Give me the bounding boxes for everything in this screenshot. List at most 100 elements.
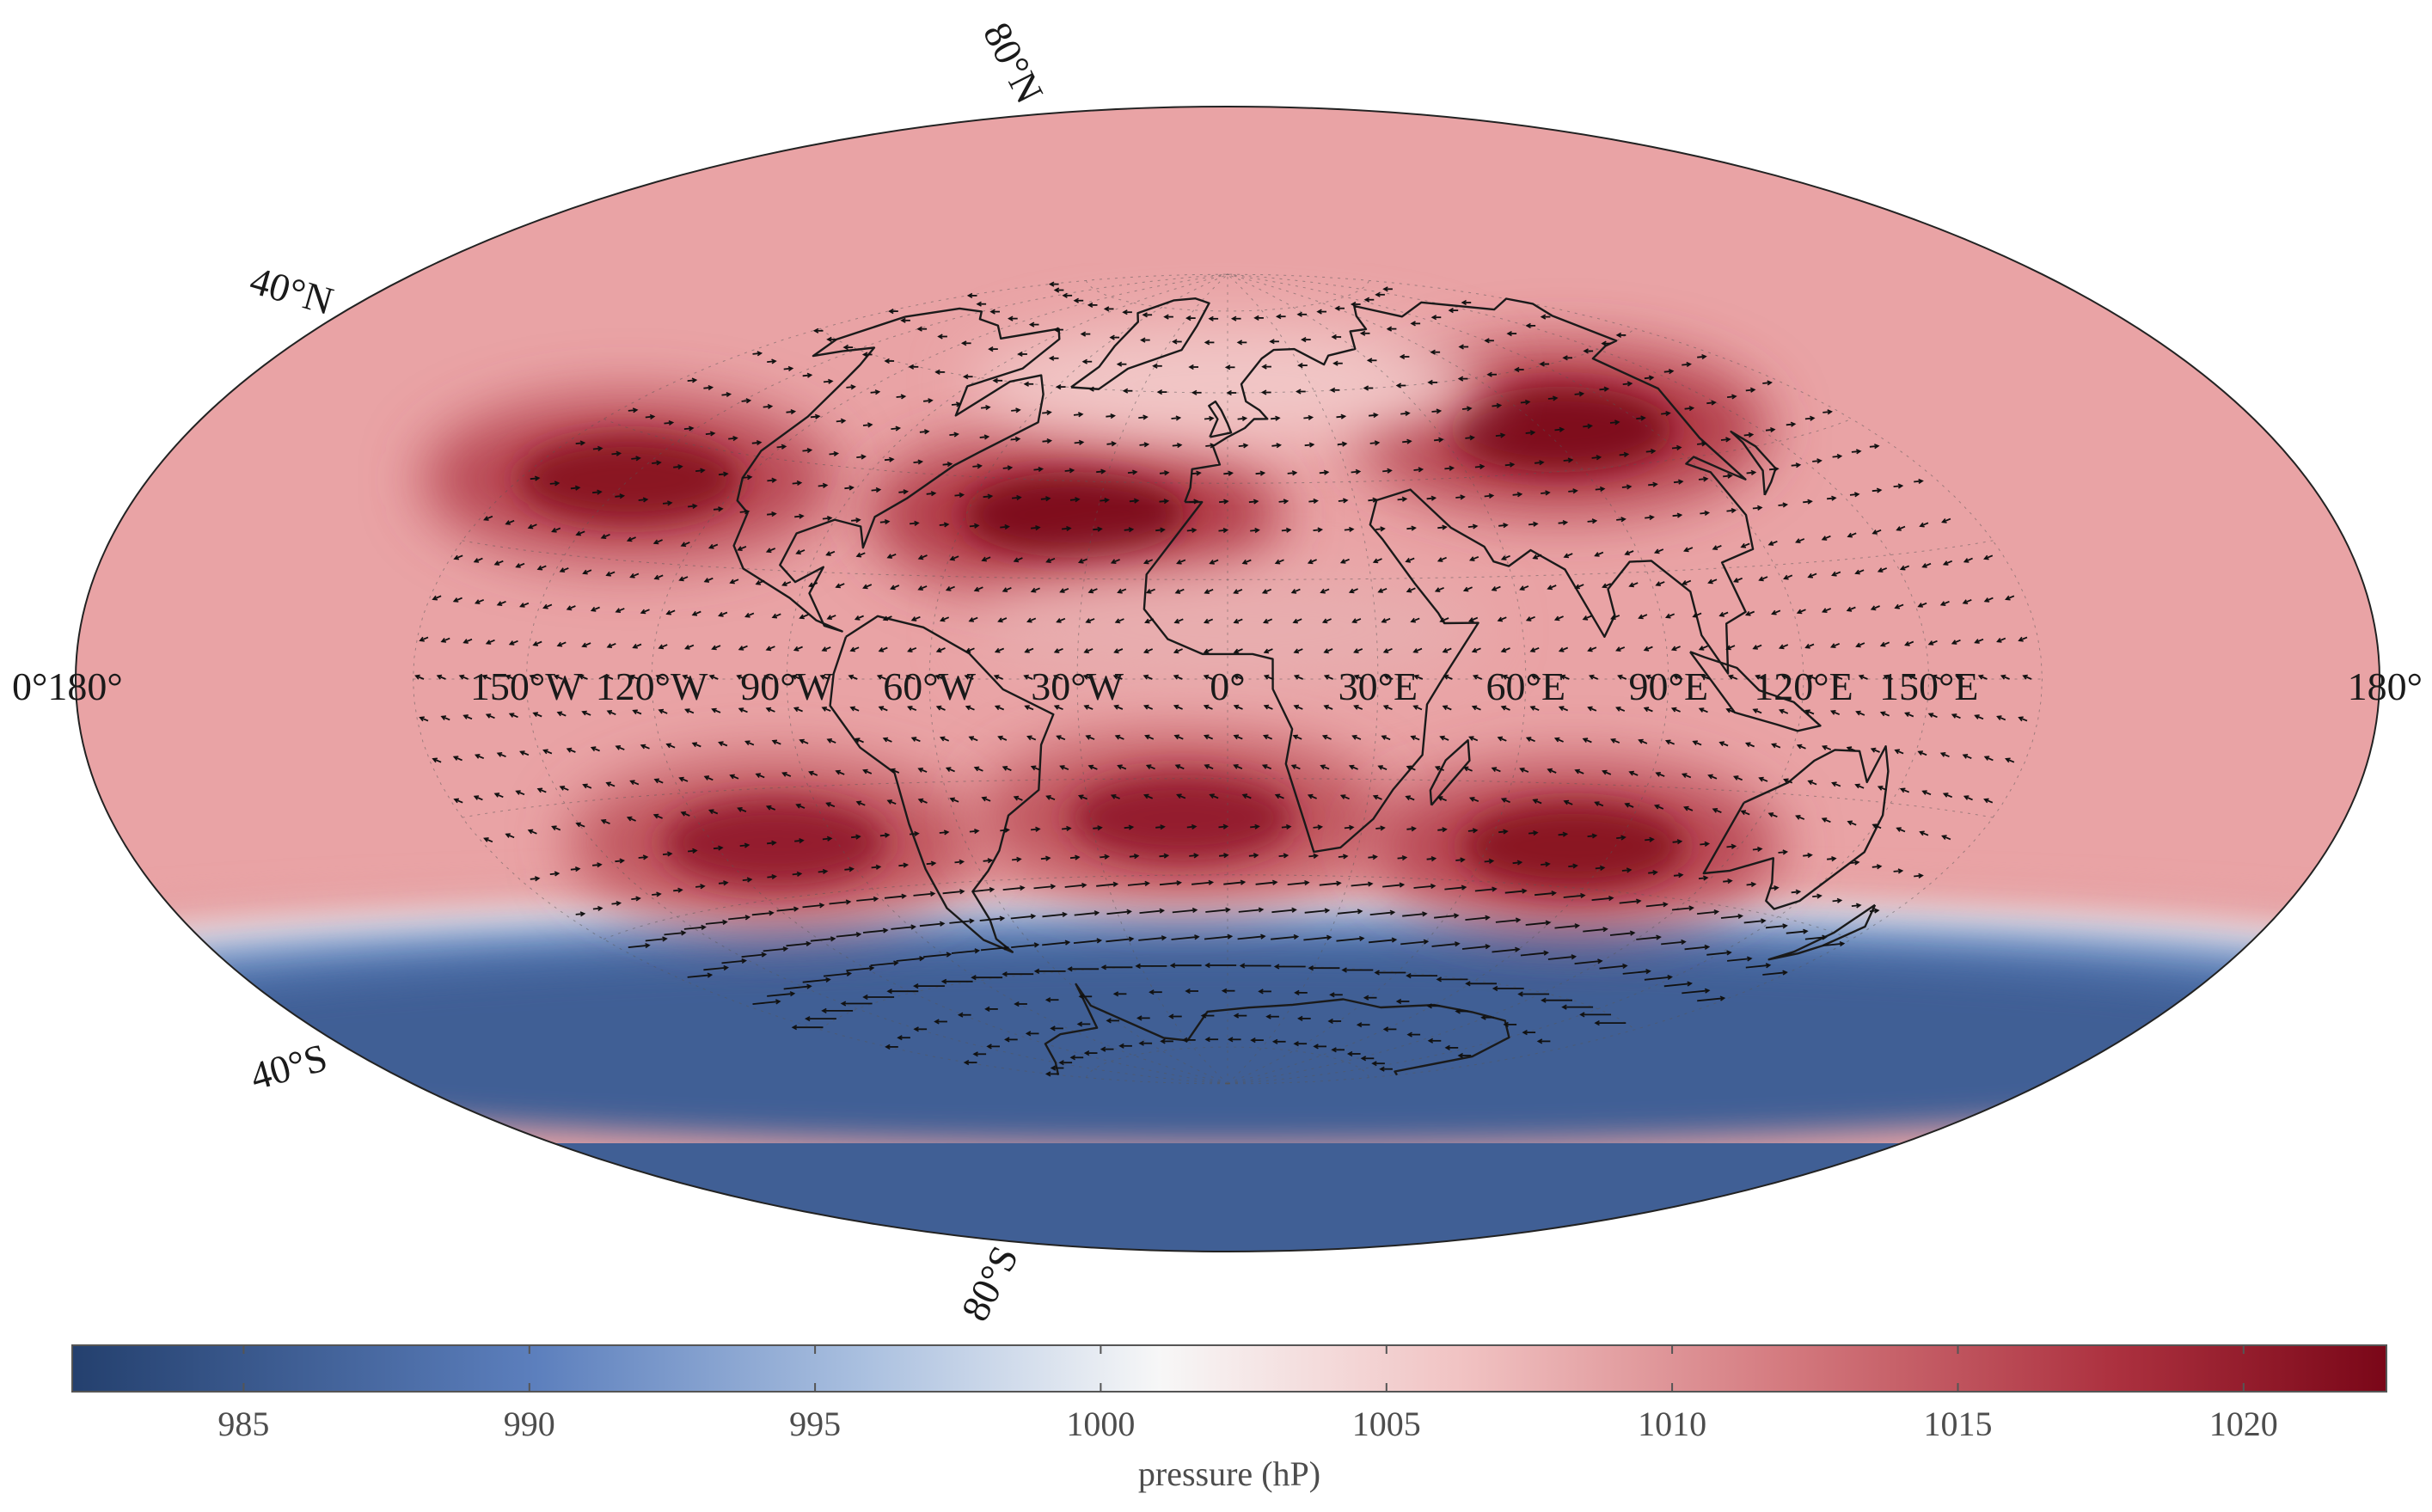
- wind-arrow-head: [738, 707, 744, 713]
- wind-arrow: [1106, 910, 1131, 915]
- wind-arrow: [1369, 911, 1394, 915]
- wind-arrow-head: [1442, 524, 1448, 530]
- wind-arrow-head: [1209, 793, 1215, 799]
- wind-arrow-head: [463, 639, 469, 644]
- low-pressure-area: [970, 323, 1486, 444]
- wind-arrow-head: [1163, 853, 1170, 859]
- wind-arrow: [1978, 675, 1988, 680]
- wind-arrow: [1139, 909, 1164, 914]
- wind-arrow-head: [949, 555, 955, 561]
- wind-arrow: [1079, 558, 1088, 564]
- wind-arrow-head: [616, 900, 622, 907]
- wind-arrow-head: [1371, 1061, 1377, 1067]
- wind-arrow: [1171, 935, 1199, 940]
- wind-arrow-head: [890, 585, 896, 591]
- wind-arrow-head: [966, 292, 973, 299]
- wind-arrow: [878, 675, 886, 680]
- wind-arrow: [728, 916, 750, 921]
- wind-arrow-head: [1829, 643, 1836, 648]
- wind-arrow: [1033, 885, 1055, 890]
- wind-arrow-head: [765, 646, 772, 652]
- wind-arrow-head: [1375, 291, 1381, 297]
- wind-arrow-head: [1406, 1031, 1412, 1038]
- wind-arrow-head: [1807, 499, 1813, 505]
- wind-arrow: [1159, 881, 1181, 886]
- wind-arrow-head: [1552, 395, 1559, 401]
- wind-arrow-head: [629, 572, 635, 578]
- wind-arrow-head: [1816, 893, 1822, 899]
- wind-arrow-head: [1066, 525, 1072, 531]
- wind-arrow-head: [913, 982, 919, 989]
- wind-arrow-head: [1223, 853, 1229, 859]
- wind-arrow-head: [884, 358, 890, 364]
- wind-arrow-head: [997, 617, 1003, 623]
- wind-arrow-head: [519, 603, 525, 608]
- wind-arrow-head: [1210, 443, 1216, 449]
- wind-arrow: [870, 962, 898, 967]
- wind-arrow-head: [1756, 846, 1763, 853]
- wind-arrow-head: [1223, 499, 1229, 505]
- wind-arrow: [1303, 936, 1331, 941]
- wind-arrow-head: [1363, 385, 1369, 391]
- wind-arrow-head: [718, 845, 724, 851]
- wind-arrow-head: [1112, 991, 1119, 997]
- wind-arrow-head: [1468, 797, 1475, 802]
- wind-arrow-head: [432, 757, 438, 763]
- wind-arrow-head: [1591, 518, 1598, 524]
- wind-arrow-head: [868, 965, 875, 971]
- wind-arrow: [802, 904, 824, 909]
- wind-arrow-head: [1405, 557, 1411, 563]
- wind-arrow-head: [845, 899, 852, 905]
- wind-arrow: [951, 950, 979, 954]
- wind-arrow-head: [1602, 769, 1608, 775]
- wind-arrow-head: [916, 326, 922, 332]
- wind-arrow: [1530, 706, 1540, 712]
- wind-arrow-head: [1292, 618, 1298, 624]
- wind-arrow-head: [668, 419, 675, 426]
- wind-arrow-head: [1410, 617, 1416, 623]
- wind-arrow-head: [1163, 470, 1170, 476]
- wind-arrow-head: [1462, 586, 1469, 592]
- wind-arrow: [1940, 600, 1950, 606]
- wind-arrow-head: [1904, 641, 1910, 646]
- wind-arrow: [1042, 941, 1069, 946]
- wind-arrow-head: [1712, 545, 1718, 550]
- wind-arrow: [1682, 989, 1709, 995]
- wind-arrow-head: [1831, 856, 1837, 862]
- wind-arrow: [1173, 675, 1183, 680]
- wind-arrow-head: [1321, 618, 1328, 624]
- wind-arrow-head: [1921, 790, 1927, 795]
- wind-arrow-head: [1480, 1014, 1486, 1020]
- wind-arrow-head: [900, 317, 906, 323]
- wind-arrow-head: [1410, 735, 1416, 741]
- wind-arrow-head: [1444, 1044, 1450, 1050]
- wind-arrow-head: [1876, 864, 1883, 870]
- wind-arrow: [981, 946, 1008, 952]
- wind-arrow-head: [1821, 608, 1828, 613]
- wind-arrow: [891, 926, 916, 930]
- wind-arrow-head: [684, 645, 690, 650]
- wind-arrow-head: [1871, 823, 1878, 829]
- wind-arrow-head: [999, 915, 1006, 921]
- wind-arrow-head: [515, 563, 521, 568]
- wind-arrow: [721, 959, 746, 964]
- wind-arrow-head: [886, 989, 892, 995]
- wind-arrow-head: [1075, 854, 1081, 860]
- wind-arrow-head: [1173, 648, 1179, 654]
- wind-arrow-head: [1430, 495, 1437, 501]
- wind-arrow-head: [1846, 606, 1853, 612]
- wind-arrow-head: [1046, 438, 1053, 444]
- wind-arrow: [1191, 472, 1201, 475]
- latitude-label: 40°S: [245, 1035, 332, 1099]
- wind-arrow-head: [775, 999, 781, 1005]
- wind-arrow-head: [1765, 963, 1772, 969]
- high-pressure-core: [1069, 774, 1294, 861]
- wind-arrow-head: [1355, 468, 1362, 474]
- wind-arrow-head: [965, 647, 971, 653]
- wind-vectors: [414, 281, 2032, 1077]
- wind-arrow: [856, 552, 866, 557]
- wind-arrow-head: [653, 778, 659, 784]
- wind-arrow-head: [905, 674, 912, 680]
- wind-arrow-head: [1529, 430, 1536, 436]
- wind-arrow: [1115, 618, 1124, 623]
